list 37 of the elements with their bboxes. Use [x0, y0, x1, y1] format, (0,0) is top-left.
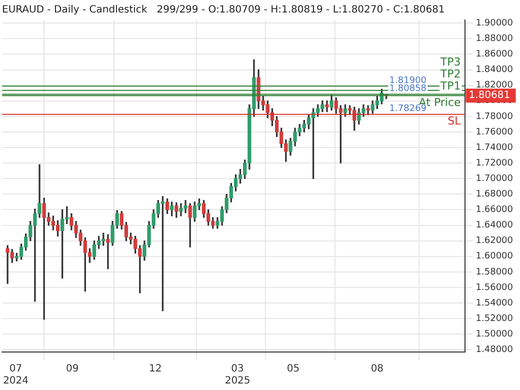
y-tick-label: 1.66000 — [476, 205, 514, 216]
candlestick — [106, 234, 110, 270]
y-tick-label: 1.62000 — [476, 236, 514, 246]
y-tick-label: 1.64000 — [476, 220, 514, 231]
ref-line-label: TP2 — [439, 68, 461, 81]
x-tick-label: 03 2025 — [224, 364, 250, 387]
y-tick-label: 1.58000 — [476, 267, 514, 278]
y-tick-label: 1.76000 — [476, 127, 514, 138]
y-tick-label: 1.60000 — [476, 252, 514, 262]
y-tick-label: 1.52000 — [476, 314, 514, 324]
ref-line-label: TP3 — [439, 56, 461, 69]
y-tick-label: 1.88000 — [476, 34, 514, 44]
y-tick-label: 1.70000 — [476, 174, 514, 184]
y-tick-label: 1.54000 — [476, 298, 514, 308]
y-tick-label: 1.78000 — [476, 112, 514, 122]
y-tick-label: 1.50000 — [476, 329, 514, 340]
y-tick-label: 1.48000 — [476, 345, 514, 356]
ref-line-label: TP1 — [439, 80, 461, 93]
x-tick-label: 09 — [66, 364, 79, 375]
ref-line-label: SL — [448, 114, 462, 128]
x-tick-label: 05 — [286, 364, 300, 375]
x-tick-label: 08 — [370, 364, 384, 375]
y-tick-label: 1.82000 — [476, 80, 514, 91]
annotation: 1.80858 — [389, 84, 427, 94]
chart-title: EURAUD - Daily - Candlestick 299/299 - O:1.80709 - H:1.80819 - L:1.80270 - C:1.80681 — [2, 4, 445, 16]
y-tick-label: 1.90000 — [476, 18, 514, 28]
text: 1.80681 — [468, 90, 510, 102]
x-tick-label: 12 — [149, 364, 162, 375]
x-tick-label: 07 2024 — [3, 364, 29, 387]
y-tick-label: 1.84000 — [476, 65, 514, 76]
annotation: 1.81900 — [389, 76, 427, 86]
y-tick-label: 1.68000 — [476, 190, 514, 200]
annotation: 1.78269 — [389, 104, 427, 114]
y-tick-label: 1.86000 — [476, 50, 514, 60]
y-tick-label: 1.72000 — [476, 158, 514, 168]
y-tick-label: 1.74000 — [476, 142, 514, 153]
y-tick-label: 1.56000 — [476, 282, 514, 293]
